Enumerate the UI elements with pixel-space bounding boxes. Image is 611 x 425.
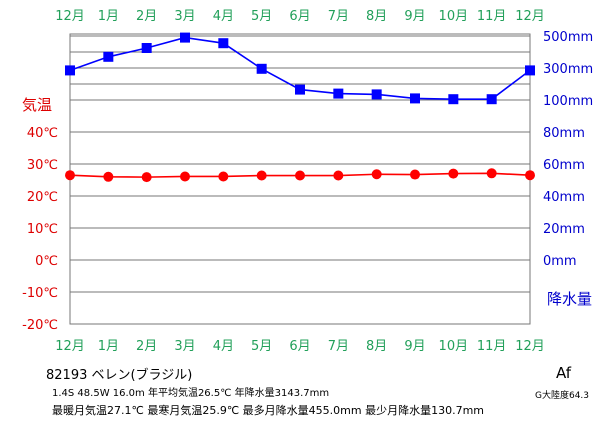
station-title: 82193 ベレン(ブラジル) [46, 368, 193, 383]
month-label: 12月 [55, 339, 85, 354]
temperature-tick-label: -10℃ [22, 286, 58, 301]
month-label: 6月 [289, 9, 310, 24]
month-label: 5月 [251, 9, 272, 24]
temperature-point [256, 170, 267, 181]
precipitation-point [410, 93, 420, 104]
temperature-tick-label: 10℃ [27, 222, 58, 237]
month-label: 11月 [477, 9, 507, 24]
temperature-point [333, 170, 344, 181]
temperature-tick-label: 30℃ [27, 158, 58, 173]
month-label: 10月 [439, 9, 469, 24]
temperature-point [410, 169, 420, 180]
month-label: 12月 [515, 9, 545, 24]
continentality-index: G大陸度64.3 [535, 391, 590, 401]
temperature-tick-label: 20℃ [27, 190, 58, 205]
temperature-point [448, 168, 459, 179]
temperature-axis-label: 気温 [22, 96, 52, 114]
month-labels-top: 12月 1月 2月 3月 4月 5月 6月 7月 8月 9月 10月 11月 12月 [55, 9, 545, 24]
precipitation-tick-label: 500mm [543, 30, 593, 45]
temperature-axis-ticks: 40℃ 30℃ 20℃ 10℃ 0℃ -10℃ -20℃ [22, 126, 58, 333]
month-label: 2月 [136, 339, 157, 354]
precipitation-point [65, 65, 75, 76]
precipitation-point [333, 88, 344, 99]
temperature-point [65, 170, 75, 181]
precipitation-tick-label: 60mm [543, 158, 585, 173]
temperature-point [486, 168, 497, 179]
month-labels-bottom: 12月 1月 2月 3月 4月 5月 6月 7月 8月 9月 10月 11月 12月 [55, 339, 545, 354]
month-label: 1月 [98, 339, 119, 354]
month-label: 2月 [136, 9, 157, 24]
precipitation-point [486, 94, 497, 105]
temperature-point [180, 171, 190, 182]
data-series [65, 32, 535, 183]
precipitation-point [371, 89, 382, 100]
temperature-tick-label: 0℃ [35, 254, 58, 269]
station-extremes-summary: 最暖月気温27.1℃ 最寒月気温25.9℃ 最多月降水量455.0mm 最少月降… [52, 404, 485, 417]
month-label: 7月 [328, 339, 349, 354]
temperature-tick-label: -20℃ [22, 318, 58, 333]
month-label: 12月 [515, 339, 545, 354]
precipitation-point [218, 38, 229, 49]
precipitation-tick-label: 0mm [543, 254, 577, 269]
precipitation-point [525, 65, 535, 76]
precipitation-tick-label: 100mm [543, 94, 593, 109]
precipitation-point [141, 43, 152, 53]
precipitation-point [103, 51, 114, 62]
month-label: 8月 [366, 9, 387, 24]
precipitation-point [180, 32, 190, 43]
temperature-point [295, 170, 305, 181]
month-label: 3月 [174, 9, 195, 24]
temperature-point [218, 171, 229, 182]
month-label: 1月 [98, 9, 119, 24]
month-label: 7月 [328, 9, 349, 24]
month-label: 5月 [251, 339, 272, 354]
precipitation-tick-label: 80mm [543, 126, 585, 141]
precipitation-point [448, 94, 459, 105]
month-label: 3月 [174, 339, 195, 354]
month-label: 10月 [439, 339, 469, 354]
temperature-point [103, 171, 114, 182]
precipitation-point [256, 63, 267, 74]
precipitation-point [295, 84, 305, 95]
month-label: 9月 [404, 339, 425, 354]
station-location-summary: 1.4S 48.5W 16.0m 年平均気温26.5℃ 年降水量3143.7mm [52, 388, 330, 399]
month-label: 12月 [55, 9, 85, 24]
temperature-point [141, 172, 152, 183]
precipitation-axis-ticks: 500mm 300mm 100mm 80mm 60mm 40mm 20mm 0mm [543, 30, 593, 269]
month-label: 6月 [289, 339, 310, 354]
temperature-point [371, 169, 382, 180]
month-label: 4月 [213, 339, 234, 354]
temperature-tick-label: 40℃ [27, 126, 58, 141]
month-label: 9月 [404, 9, 425, 24]
climate-classification: Af [556, 364, 572, 382]
precipitation-tick-label: 20mm [543, 222, 585, 237]
precipitation-tick-label: 40mm [543, 190, 585, 205]
precipitation-axis-label: 降水量 [547, 290, 592, 308]
month-label: 4月 [213, 9, 234, 24]
precipitation-tick-label: 300mm [543, 62, 593, 77]
grid-lines [69, 33, 531, 325]
temperature-point [525, 170, 535, 181]
month-label: 11月 [477, 339, 507, 354]
month-label: 8月 [366, 339, 387, 354]
